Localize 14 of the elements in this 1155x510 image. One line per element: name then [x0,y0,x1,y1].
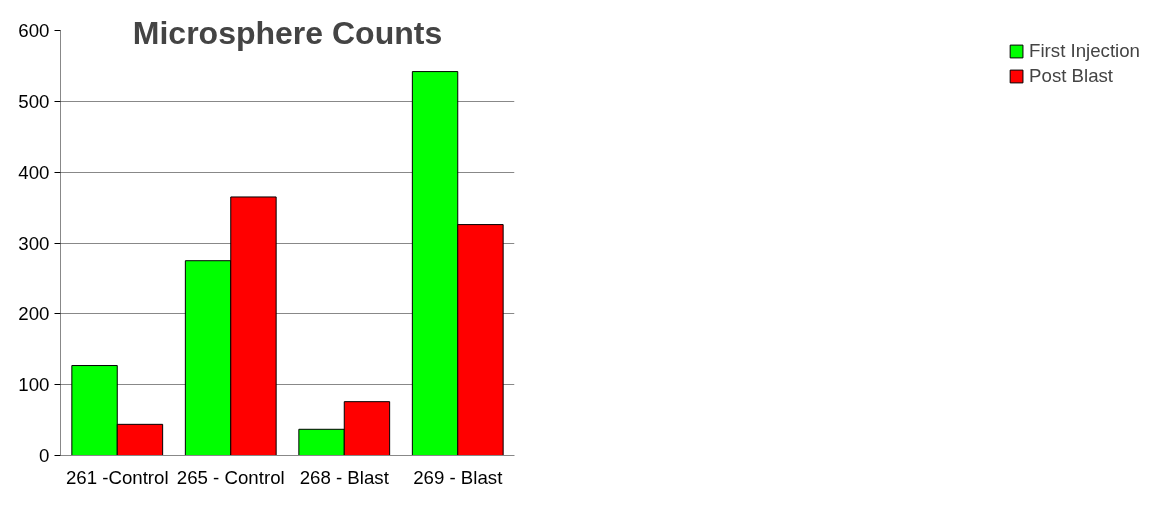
x-tick-label: 261 -Control [65,466,169,488]
y-tick-label: 100 [18,374,50,396]
chart-title: Microsphere Counts [132,14,443,51]
y-tick-label: 0 [39,445,50,466]
legend-label: Post Blast [1029,65,1114,87]
x-tick-label: 269 - Blast [413,466,504,488]
x-tick-label: 268 - Blast [299,466,390,488]
y-tick-label: 600 [18,20,50,41]
y-tick-label: 500 [18,90,50,112]
y-tick-label: 200 [18,303,50,325]
y-tick-label: 300 [18,232,50,254]
x-tick-label: 265 - Control [176,466,285,488]
legend-label: First Injection [1029,40,1140,62]
y-tick-label: 400 [18,161,50,183]
